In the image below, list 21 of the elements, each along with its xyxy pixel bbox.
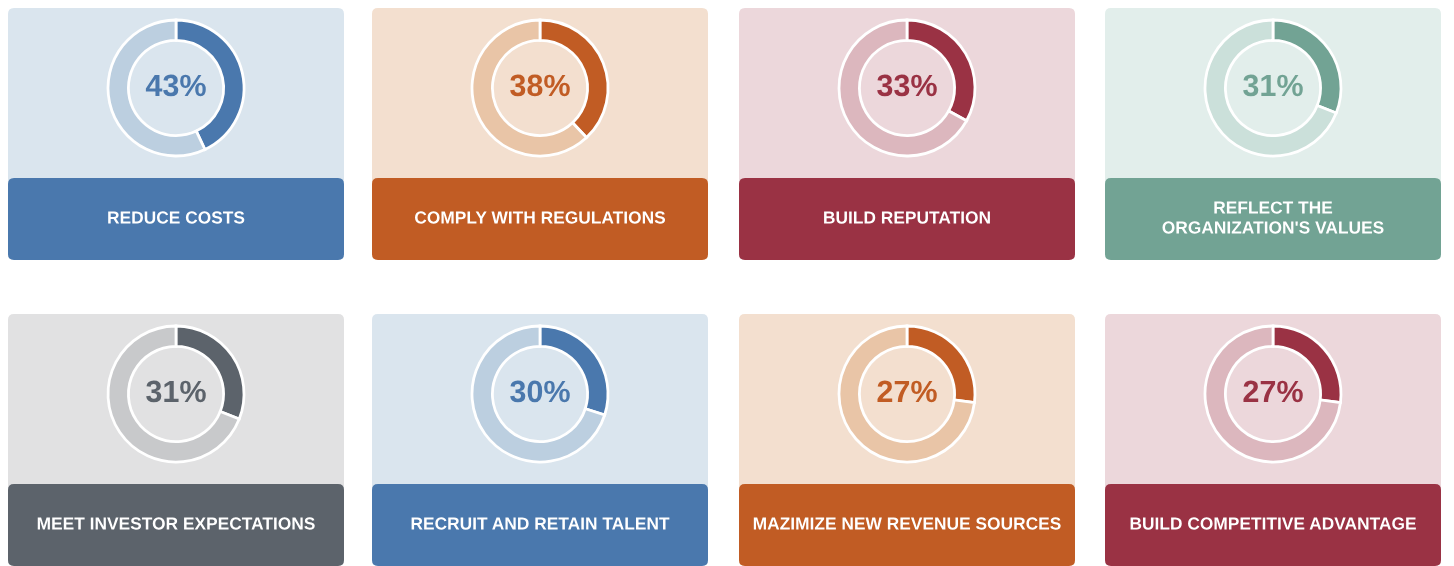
text: REFLECT THE ORGANIZATION'S VALUES [1162,201,1384,234]
text: RECRUIT AND RETAIN TALENT [411,517,670,530]
donut-slice [837,324,976,464]
donut-slice [1203,324,1342,464]
data-label: 30% [510,380,570,403]
data-label: 43% [145,74,206,97]
text: REDUCE COSTS [108,211,245,224]
text: MAZIMIZE NEW REVENUE SOURCES [753,517,1061,530]
data-label: 27% [877,380,937,403]
donut-slice [470,324,607,464]
donut-slice [1203,18,1338,158]
data-label: 31% [1243,74,1303,97]
data-label: 33% [877,74,937,97]
data-label: 27% [1243,380,1303,403]
text: BUILD REPUTATION [824,211,990,224]
text: COMPLY WITH REGULATIONS [414,211,666,224]
data-label: 31% [146,380,206,403]
donut-slice [106,324,241,464]
data-label: 38% [510,74,570,97]
text: MEET INVESTOR EXPECTATIONS [37,517,315,530]
text: BUILD COMPETITIVE ADVANTAGE [1130,517,1416,530]
